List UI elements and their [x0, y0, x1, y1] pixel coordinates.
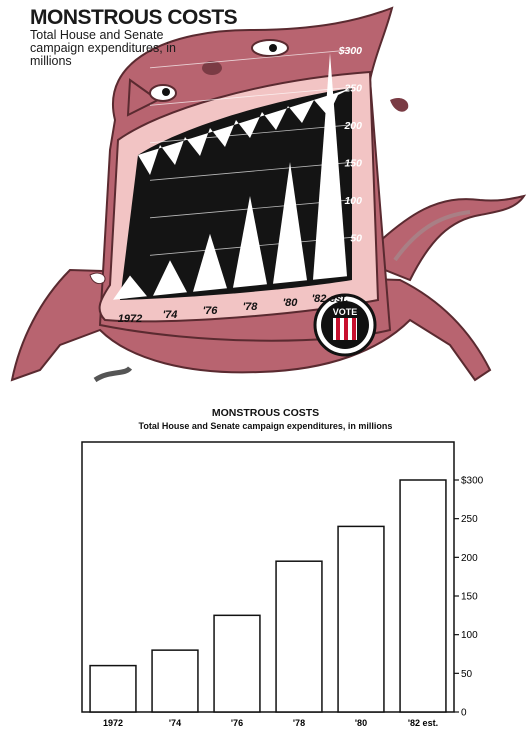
bar-1 [151, 649, 199, 713]
illustrated-gridline-2 [149, 161, 353, 181]
upper-teeth [138, 88, 352, 175]
tooth-1 [153, 260, 187, 296]
y-tick-label-4: 200 [461, 553, 478, 564]
illustrated-gridline-0 [149, 236, 353, 256]
monster-illustration: VOTE 50 100 150 200 250 $300 1972 '74 '76 '78 '80… [10, 6, 527, 383]
x-axis-labels: 1972 '74 '76 '78 '80 '82 est. [103, 718, 438, 728]
bar-0 [89, 664, 137, 713]
illustrated-x-label-0: 1972 [118, 313, 142, 325]
illustrated-y-label-2: 150 [344, 157, 362, 169]
illustrated-y-ticks: 50 100 150 200 250 $300 [149, 45, 363, 256]
illustrated-x-label-3: '78 [243, 301, 259, 313]
x-label-1: '74 [169, 718, 181, 728]
y-tick-label-5: 250 [461, 514, 478, 525]
y-axis-ticks: 0 50 100 150 200 250 $300 [454, 476, 484, 719]
illustrated-gridline-5 [149, 49, 353, 69]
illustrated-y-label-0: 50 [350, 232, 362, 244]
y-tick-label-0: 0 [461, 708, 467, 719]
vote-badge: VOTE [313, 293, 377, 357]
illustrated-x-label-4: '80 [283, 297, 299, 309]
illustrated-x-label-1: '74 [163, 309, 178, 321]
tooth-bars [113, 53, 347, 300]
illustrated-y-label-1: 100 [344, 195, 362, 207]
illustrated-y-label-5: $300 [338, 45, 363, 57]
illustrated-x-labels: 1972 '74 '76 '78 '80 '82 est. [118, 293, 349, 325]
y-tick-label-3: 150 [461, 592, 478, 603]
y-tick-label-1: 50 [461, 669, 473, 680]
y-tick-label-6: $300 [461, 476, 484, 487]
illustrated-chart: VOTE 50 100 150 200 250 $300 1972 '74 '76 '78 '80… [10, 6, 527, 383]
x-label-5: '82 est. [408, 718, 438, 728]
bar-3 [275, 560, 323, 713]
bottom-title: MONSTROUS COSTS [211, 407, 320, 419]
monster-tail [358, 194, 527, 282]
bar-2 [213, 614, 261, 713]
vote-text: VOTE [333, 307, 358, 317]
bar-chart: 0 50 100 150 200 250 $300 1972 '74 '76 '78 '80 '82 … [81, 441, 484, 728]
y-tick-label-2: 100 [461, 630, 478, 641]
plot-frame [81, 441, 455, 713]
monster-drawing: VOTE [10, 6, 527, 383]
illustrated-x-label-5: '82 est. [312, 293, 349, 305]
illustrated-y-label-4: 250 [343, 82, 362, 94]
bottom-subtitle: Total House and Senate campaign expendit… [138, 421, 393, 431]
bars [89, 479, 447, 713]
tooth-4 [273, 162, 307, 284]
x-label-3: '78 [293, 718, 305, 728]
tooth-5 [313, 53, 347, 280]
bar-5 [399, 479, 447, 713]
top-title: MONSTROUS COSTS [30, 6, 238, 29]
top-subtitle: Total House and Senate campaign expendit… [30, 28, 176, 68]
illustrated-gridline-4 [149, 86, 353, 106]
illustrated-gridline-3 [149, 124, 353, 144]
tooth-0 [113, 275, 147, 300]
tooth-2 [193, 233, 227, 292]
tooth-3 [233, 196, 267, 288]
illustrated-x-label-2: '76 [203, 305, 219, 317]
x-label-2: '76 [231, 718, 243, 728]
x-label-0: 1972 [103, 718, 123, 728]
bar-4 [337, 525, 385, 713]
illustrated-y-label-3: 200 [343, 120, 362, 132]
x-label-4: '80 [355, 718, 367, 728]
illustrated-gridline-1 [149, 199, 353, 219]
